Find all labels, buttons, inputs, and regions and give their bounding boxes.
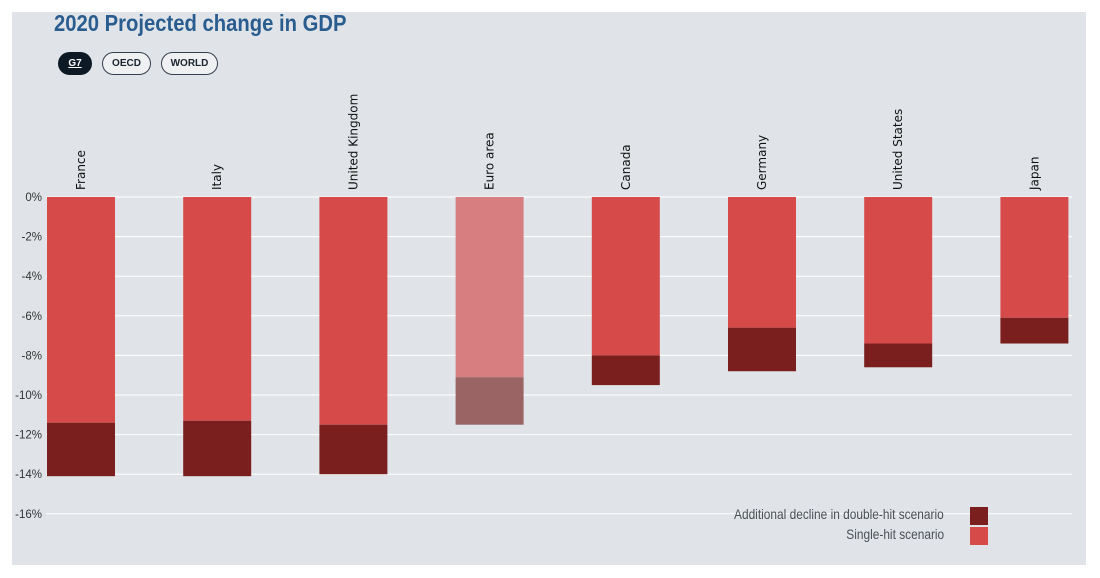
bar-double-hit xyxy=(455,377,524,425)
y-tick-label: -16% xyxy=(15,509,42,521)
legend-label-double-hit: Additional decline in double-hit scenari… xyxy=(734,506,944,522)
chart-title: 2020 Projected change in GDP xyxy=(54,10,347,36)
bar-single-hit xyxy=(864,197,933,344)
bar-single-hit xyxy=(47,197,115,423)
category-label: Italy xyxy=(210,164,224,190)
category-label: Germany xyxy=(755,135,769,190)
bar-double-hit xyxy=(1000,317,1069,344)
category-label: Canada xyxy=(619,144,633,190)
bar-double-hit xyxy=(591,355,660,386)
legend-swatch-double-hit xyxy=(970,507,988,525)
y-tick-label: -14% xyxy=(15,469,42,481)
category-label: United States xyxy=(891,109,905,190)
y-tick-label: -8% xyxy=(22,350,42,362)
y-tick-label: 0% xyxy=(25,192,42,204)
bar-single-hit xyxy=(455,197,524,378)
bar-single-hit xyxy=(591,197,660,356)
bar-single-hit xyxy=(183,197,252,421)
y-tick-label: -6% xyxy=(22,311,42,323)
filter-g7-button[interactable]: G7 xyxy=(58,52,92,75)
y-tick-label: -10% xyxy=(15,390,42,402)
filter-oecd-button[interactable]: OECD xyxy=(102,52,151,75)
legend-label-single-hit: Single-hit scenario xyxy=(846,526,944,542)
bar-double-hit xyxy=(183,420,252,477)
category-label: Euro area xyxy=(483,132,497,190)
bar-single-hit xyxy=(319,197,388,425)
category-label: France xyxy=(74,150,88,190)
y-tick-label: -4% xyxy=(22,271,42,283)
y-tick-label: -2% xyxy=(22,232,42,244)
bar-double-hit xyxy=(319,424,388,475)
bar-single-hit xyxy=(1000,197,1069,318)
filter-world-button[interactable]: WORLD xyxy=(161,52,218,75)
category-label: Japan xyxy=(1027,157,1041,191)
bar-double-hit xyxy=(47,422,115,477)
y-tick-label: -12% xyxy=(15,430,42,442)
bar-double-hit xyxy=(864,343,933,368)
category-label: United Kingdom xyxy=(346,94,360,190)
bar-double-hit xyxy=(728,327,796,372)
bar-single-hit xyxy=(728,197,796,328)
legend-swatch-single-hit xyxy=(970,527,988,545)
